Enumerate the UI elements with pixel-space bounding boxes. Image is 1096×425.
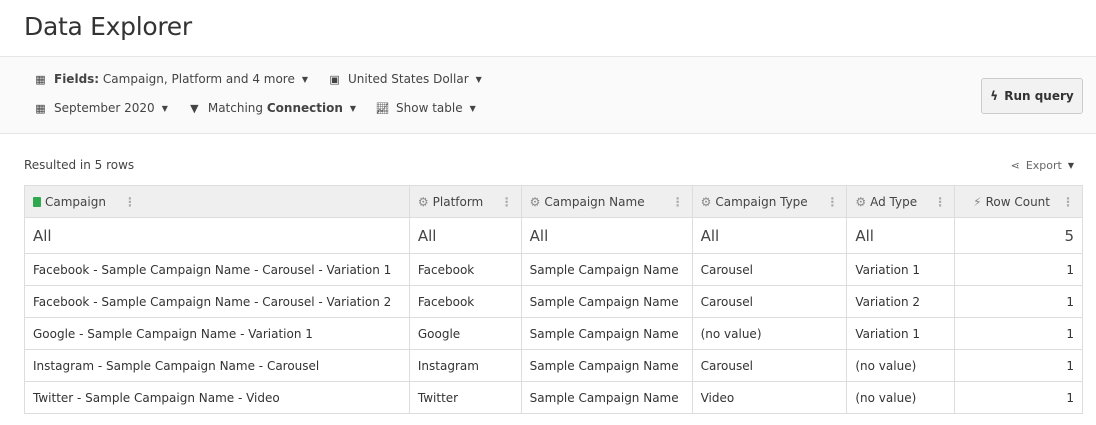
table-cell: 1 [954,317,1083,350]
result-count: Resulted in 5 rows [24,158,135,172]
date-value: September 2020 [54,101,155,115]
table-cell: Facebook - Sample Campaign Name - Carous… [24,253,410,286]
export-label: Export [1025,159,1062,172]
column-label: Campaign Name [544,194,645,209]
table-cell: Sample Campaign Name [520,381,693,414]
view-value: Show table [396,101,463,115]
column-label: Row Count [985,194,1050,209]
table-cell: Sample Campaign Name [520,253,693,286]
currency-value: United States Dollar [348,72,469,86]
spreadsheet-icon [33,196,41,207]
column-menu-icon[interactable]: ⋮ [500,194,513,209]
table-cell: Video [691,381,848,414]
page-title: Data Explorer [24,12,192,41]
calendar-icon: ▦ [35,101,46,115]
share-icon: ⋖ [1010,159,1020,172]
table-cell: Twitter [408,381,522,414]
query-toolbar: ▦ Fields: Campaign, Platform and 4 more … [0,56,1096,134]
column-menu-icon[interactable]: ⋮ [1062,194,1074,209]
table-cell: Carousel [691,349,848,382]
run-query-button[interactable]: ϟ Run query [981,78,1083,114]
table-cell: Instagram - Sample Campaign Name - Carou… [24,349,410,382]
totals-cell[interactable]: All [691,217,848,254]
bolt-icon: ϟ [990,89,999,103]
filter-prefix: Matching [207,101,264,115]
date-dropdown[interactable]: ▦ September 2020 ▼ [34,101,168,115]
table-row: Facebook - Sample Campaign Name - Carous… [24,253,1083,286]
filter-icon: ▼ [190,101,199,115]
column-header[interactable]: Campaign ⋮ [24,185,410,218]
table-cell: 1 [954,253,1083,286]
column-label: Platform [432,194,484,209]
line-chart-icon: 📈︎ [375,101,390,115]
table-cell: Sample Campaign Name [520,349,693,382]
table-cell: Google - Sample Campaign Name - Variatio… [24,317,410,350]
column-menu-icon[interactable]: ⋮ [123,194,136,209]
column-menu-icon[interactable]: ⋮ [826,194,839,209]
table-icon: ▦ [35,72,46,86]
caret-down-icon: ▼ [349,103,357,113]
caret-down-icon: ▼ [161,103,168,113]
column-label: Campaign [45,194,106,209]
connector-icon: ⚙ [700,194,712,209]
table-cell: Carousel [691,253,848,286]
column-header[interactable]: ⚙ Platform ⋮ [408,185,522,218]
money-icon: ▣ [329,72,340,86]
results-table: Campaign ⋮ ⚙ Platform ⋮ ⚙ Campaign Name ⋮ ⚙ Campa… [24,185,1083,414]
totals-cell[interactable]: All [520,217,693,254]
table-cell: (no value) [846,349,956,382]
table-cell: Google [408,317,522,350]
table-row: Google - Sample Campaign Name - Variatio… [24,317,1083,350]
table-cell: Instagram [408,349,522,382]
column-header[interactable]: ⚙ Campaign Name ⋮ [520,185,693,218]
caret-down-icon: ▼ [469,103,476,113]
column-header[interactable]: ⚙ Ad Type ⋮ [846,185,956,218]
run-query-label: Run query [1004,89,1074,103]
currency-dropdown[interactable]: ▣ United States Dollar ▼ [328,72,482,86]
column-header[interactable]: ⚡︎ Row Count ⋮ [954,185,1083,218]
plug-icon: ⚡︎ [973,194,982,209]
view-dropdown[interactable]: 📈︎ Show table ▼ [376,101,476,115]
table-row: Twitter - Sample Campaign Name - Video Tw… [24,381,1083,414]
table-cell: Facebook [408,285,522,318]
filter-value: Connection [266,101,343,115]
totals-cell[interactable]: 5 [954,217,1083,254]
table-cell: Facebook - Sample Campaign Name - Carous… [24,285,410,318]
fields-dropdown[interactable]: ▦ Fields: Campaign, Platform and 4 more … [34,72,308,86]
table-cell: Variation 2 [846,285,956,318]
table-cell: Variation 1 [846,253,956,286]
table-cell: Twitter - Sample Campaign Name - Video [24,381,410,414]
totals-cell[interactable]: All [846,217,956,254]
export-button[interactable]: ⋖ Export ▼ [1011,159,1074,172]
table-cell: (no value) [846,381,956,414]
column-header[interactable]: ⚙ Campaign Type ⋮ [691,185,848,218]
table-row: Facebook - Sample Campaign Name - Carous… [24,285,1083,318]
caret-down-icon: ▼ [301,74,309,84]
table-cell: Facebook [408,253,522,286]
connector-icon: ⚙ [855,194,867,209]
caret-down-icon: ▼ [1067,161,1074,170]
table-cell: (no value) [691,317,848,350]
connector-icon: ⚙ [417,194,429,209]
table-cell: 1 [954,349,1083,382]
fields-label: Fields: [54,72,100,86]
caret-down-icon: ▼ [475,74,482,84]
table-cell: Carousel [691,285,848,318]
fields-value: Campaign, Platform and 4 more [102,72,295,86]
table-cell: 1 [954,381,1083,414]
table-row: Instagram - Sample Campaign Name - Carou… [24,349,1083,382]
table-cell: Variation 1 [846,317,956,350]
totals-cell[interactable]: All [408,217,522,254]
connector-icon: ⚙ [529,194,541,209]
table-cell: Sample Campaign Name [520,285,693,318]
column-label: Ad Type [870,194,918,209]
totals-row: All All All All All 5 [24,217,1083,254]
column-menu-icon[interactable]: ⋮ [934,194,947,209]
filter-dropdown[interactable]: ▼ Matching Connection ▼ [188,101,356,115]
totals-cell[interactable]: All [24,217,410,254]
column-label: Campaign Type [715,194,808,209]
column-menu-icon[interactable]: ⋮ [671,194,684,209]
table-cell: 1 [954,285,1083,318]
table-cell: Sample Campaign Name [520,317,693,350]
